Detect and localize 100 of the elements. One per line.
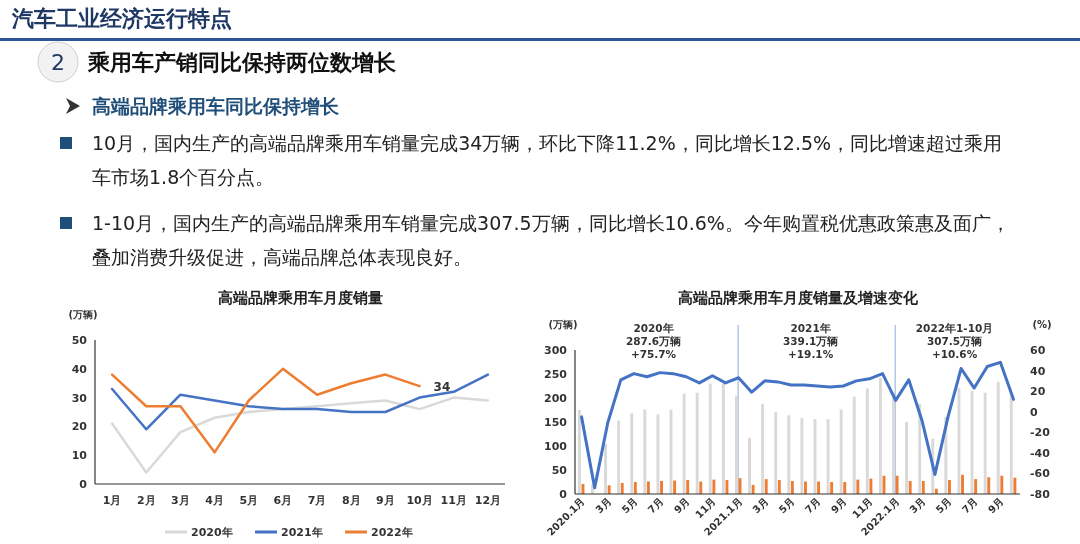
bar (646, 481, 650, 494)
y2-tick-label: 60 (1030, 344, 1046, 357)
bar (607, 485, 611, 494)
bar (721, 383, 725, 494)
bar (983, 392, 987, 494)
bar (735, 395, 738, 494)
bar (617, 420, 621, 494)
y-tick-label: 150 (544, 416, 568, 429)
x-tick-label: 4月 (205, 494, 224, 507)
bar (790, 481, 794, 494)
bar (987, 477, 991, 494)
bar (633, 482, 637, 494)
x-tick-label: 10月 (406, 494, 433, 507)
bar (577, 410, 581, 494)
line-series (110, 367, 421, 454)
y2-tick-label: 40 (1030, 364, 1046, 378)
legend-label: 2022年 (371, 526, 413, 539)
text: 高端品牌乘用车同比保持增长 (92, 95, 340, 117)
text: 乘用车产销同比保持两位数增长 (87, 50, 397, 75)
y2-tick-label: -80 (1030, 488, 1051, 501)
y-tick-label: 40 (71, 362, 88, 376)
bar (673, 480, 677, 494)
bar (695, 392, 699, 494)
line-series (580, 360, 1015, 490)
text: 2 (51, 50, 65, 75)
x-tick-label: 1月 (102, 494, 122, 507)
y-tick-label: 100 (544, 440, 568, 453)
y-tick-label: 10 (71, 449, 88, 463)
bar (643, 409, 647, 494)
x-tick-label: 3月 (593, 495, 614, 516)
y-tick-label: 20 (71, 420, 88, 434)
bar (620, 482, 624, 494)
bar (800, 418, 804, 494)
line-series (110, 373, 490, 431)
y-tick-label: 200 (544, 392, 568, 405)
x-tick-label: 5月 (239, 494, 259, 507)
y-tick-label: 30 (71, 391, 88, 405)
bar (699, 481, 703, 494)
bar (751, 484, 755, 494)
legend-label: 2020年 (191, 526, 233, 539)
bar (1009, 393, 1013, 494)
bar (682, 393, 686, 494)
annotation: 2020年 287.6万辆 +75.7% (625, 322, 682, 360)
bar (708, 383, 712, 494)
bar (895, 475, 899, 494)
bar (761, 403, 765, 494)
bar (774, 411, 778, 494)
x-tick-label: 7月 (307, 494, 327, 507)
data-label: 34 (433, 380, 451, 395)
text: 10月，国内生产的高端品牌乘用车销量完成34万辆，环比下降11.2%，同比增长12.5%，同比增速超过乘用车市场1.8个百分点。 (92, 132, 1003, 188)
x-tick-label: 7月 (959, 495, 980, 516)
bar (748, 437, 751, 494)
y2-axis-title: (%) (1032, 319, 1052, 330)
annotation: 2021年 339.1万辆 +19.1% (782, 322, 839, 360)
y-tick-label: 50 (71, 334, 88, 347)
x-tick-label: 12月 (474, 494, 502, 507)
bar (892, 392, 895, 494)
y-tick-label: 0 (79, 478, 88, 491)
y2-tick-label: 0 (1030, 405, 1038, 419)
x-tick-label: 7月 (645, 495, 666, 516)
bar (852, 396, 856, 494)
bar (712, 479, 716, 494)
x-tick-label: 5月 (933, 495, 954, 516)
text: 1-10月，国内生产的高端品牌乘用车销量完成307.5万辆，同比增长10.6%。今年购置税优惠政策惠及面广，叠加消费升级促进，高端品牌总体表现良好。 (92, 212, 1010, 268)
bar (869, 478, 873, 494)
x-tick-label: 9月 (828, 495, 849, 516)
bar (878, 377, 882, 494)
x-tick-label: 3月 (750, 495, 771, 516)
x-tick-label: 5月 (619, 495, 640, 516)
y-tick-label: 0 (559, 488, 568, 501)
y2-tick-label: 20 (1030, 385, 1046, 399)
bar (839, 409, 843, 494)
y-axis-title: (万辆) (68, 309, 98, 320)
chart-title: 高端品牌乘用车月度销量 (217, 289, 383, 307)
y2-tick-label: -40 (1030, 446, 1051, 460)
bar (974, 479, 978, 494)
y-tick-label: 250 (544, 368, 568, 381)
bar (908, 481, 912, 494)
y2-tick-label: -60 (1030, 467, 1051, 481)
text: 汽车工业经济运行特点 (11, 6, 232, 31)
chart-title: 高端品牌乘用车月度销量及增速变化 (677, 289, 919, 307)
bar (630, 413, 634, 494)
bar (856, 479, 860, 494)
bar (921, 481, 925, 494)
x-tick-label: 2月 (136, 494, 156, 507)
bar (865, 388, 869, 494)
y2-tick-label: -20 (1030, 426, 1051, 440)
bar (817, 481, 821, 494)
bar (830, 482, 834, 494)
x-tick-label: 9月 (986, 495, 1006, 516)
bar (905, 422, 909, 494)
x-tick-label: 6月 (273, 494, 293, 507)
x-tick-label: 7月 (802, 495, 823, 516)
bar (764, 479, 768, 494)
legend-label: 2021年 (281, 526, 323, 539)
bar (826, 419, 830, 494)
bar (843, 482, 847, 494)
x-tick-label: 3月 (171, 494, 190, 507)
y-axis-title: (万辆) (548, 319, 578, 330)
y-tick-label: 50 (551, 464, 568, 477)
